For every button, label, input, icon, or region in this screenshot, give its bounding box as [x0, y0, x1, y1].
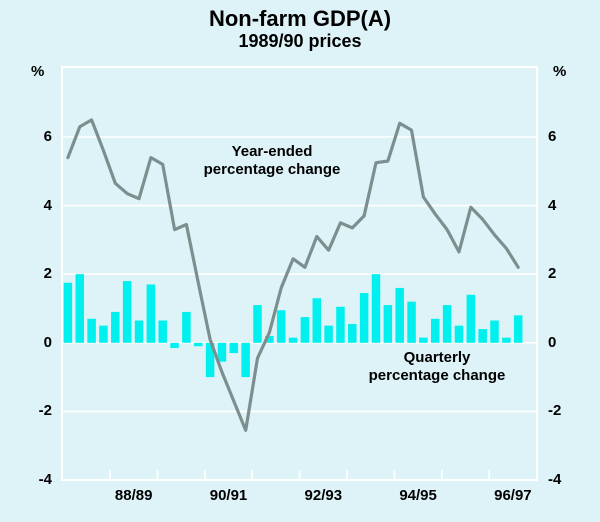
quarterly-bar [111, 311, 120, 343]
quarterly-bar [431, 318, 440, 343]
line-series-annotation-row2: percentage change [203, 161, 341, 178]
quarterly-bar [205, 342, 215, 378]
y-axis-label-right: 0 [548, 333, 557, 351]
quarterly-bar [253, 305, 262, 343]
quarterly-bar [63, 282, 73, 343]
quarterly-bar [217, 342, 227, 362]
quarterly-bar [300, 317, 310, 343]
x-axis-label: 88/89 [114, 487, 153, 504]
quarterly-bar [407, 301, 416, 343]
x-axis-label: 92/93 [304, 487, 343, 504]
quarterly-bar [442, 305, 452, 343]
quarterly-bar [466, 294, 476, 343]
quarterly-bar [419, 337, 428, 343]
quarterly-bar [324, 325, 333, 343]
y-axis-label-left: 2 [43, 265, 52, 283]
y-axis-unit-left: % [31, 63, 45, 80]
quarterly-bar [134, 320, 144, 343]
y-axis-label-left: 4 [43, 196, 52, 214]
quarterly-bar [75, 274, 84, 343]
quarterly-bar [371, 274, 381, 343]
x-axis-label: 90/91 [209, 487, 248, 504]
x-axis-label: 96/97 [494, 487, 532, 504]
plot-frame [61, 66, 538, 481]
y-axis-label-right: 6 [548, 128, 557, 145]
y-axis-label-left: 0 [43, 333, 52, 351]
quarterly-bar [395, 287, 404, 343]
quarterly-bar [490, 320, 499, 343]
y-axis-label-left: -2 [38, 402, 52, 420]
quarterly-bar [265, 335, 274, 343]
quarterly-bar [359, 293, 369, 343]
quarterly-bar [288, 337, 298, 343]
quarterly-bar [170, 342, 179, 348]
y-axis-label-left: -4 [38, 471, 52, 488]
y-axis-label-left: 6 [43, 128, 52, 145]
chart-title: Non-farm GDP(A) [208, 6, 392, 31]
y-axis-label-right: 2 [548, 265, 557, 283]
year-ended-line [66, 118, 520, 432]
quarterly-bar [336, 306, 345, 343]
quarterly-bar [99, 325, 108, 343]
quarterly-bar [194, 342, 203, 347]
quarterly-bar [454, 325, 464, 343]
y-axis-unit-right: % [553, 63, 567, 80]
y-axis-label-right: 4 [548, 196, 557, 214]
quarterly-bar [276, 310, 286, 343]
y-axis-label-right: -4 [548, 471, 562, 488]
quarterly-bar [241, 342, 250, 378]
quarterly-bar [146, 284, 156, 343]
x-axis-label: 94/95 [399, 487, 437, 504]
bar-series-annotation-row1: Quarterly [403, 349, 471, 366]
quarterly-bar [312, 298, 321, 343]
quarterly-bar [478, 329, 487, 343]
chart-subtitle: 1989/90 prices [238, 31, 362, 51]
y-axis-label-right: -2 [548, 402, 562, 420]
quarterly-bar [158, 320, 167, 343]
quarterly-bar [182, 311, 191, 343]
line-series-annotation-row1: Year-ended [231, 143, 313, 160]
bar-series-annotation-row2: percentage change [368, 367, 506, 384]
quarterly-bar [513, 315, 523, 343]
quarterly-bar [229, 342, 239, 354]
quarterly-bar [348, 323, 357, 343]
bar-series-annotation: Quarterly percentage change [369, 349, 506, 385]
quarterly-bar [87, 318, 96, 343]
quarterly-bar [502, 337, 511, 343]
quarterly-bar [383, 305, 393, 343]
quarterly-bar [122, 281, 132, 343]
line-series-annotation: Year-ended percentage change [204, 143, 341, 179]
